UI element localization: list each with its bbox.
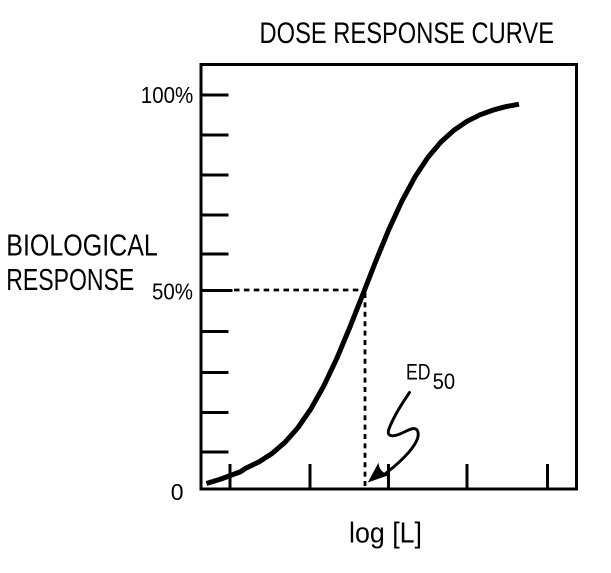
svg-text:RESPONSE: RESPONSE — [6, 263, 134, 297]
svg-text:BIOLOGICAL: BIOLOGICAL — [6, 229, 158, 263]
svg-text:50%: 50% — [152, 279, 193, 305]
svg-text:0: 0 — [171, 479, 184, 505]
svg-text:DOSE RESPONSE CURVE: DOSE RESPONSE CURVE — [260, 17, 555, 50]
svg-text:50: 50 — [433, 369, 456, 394]
svg-text:log [L]: log [L] — [349, 518, 422, 550]
svg-text:100%: 100% — [141, 82, 194, 108]
svg-text:ED: ED — [406, 359, 431, 384]
